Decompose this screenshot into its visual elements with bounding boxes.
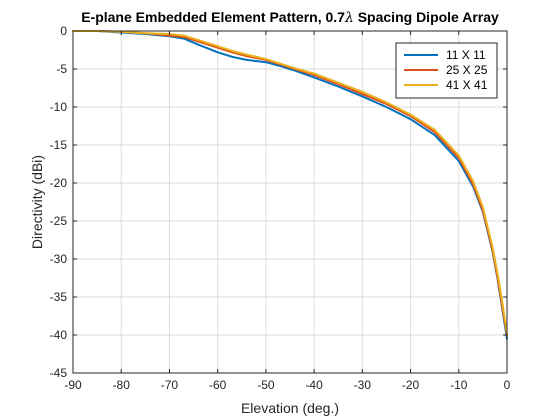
y-tick-label: -35 [50, 290, 68, 304]
x-tick-label: -40 [305, 378, 323, 392]
plot-area-border [72, 30, 508, 374]
x-tick-label: -20 [402, 378, 420, 392]
y-axis-label: Directivity (dBi) [29, 155, 45, 249]
chart-title: E-plane Embedded Element Pattern, 0.7λ S… [81, 9, 499, 26]
x-tick-label: 0 [504, 378, 511, 392]
chart-title-suffix: Spacing Dipole Array [354, 9, 499, 25]
series-line-3 [72, 30, 508, 335]
y-tick-label: -25 [50, 214, 68, 228]
legend-entry-label: 25 X 25 [446, 63, 488, 77]
x-axis-label: Elevation (deg.) [241, 400, 339, 416]
x-tick-label: -90 [64, 378, 82, 392]
y-tick-label: 0 [60, 24, 67, 38]
y-tick-label: -40 [50, 328, 68, 342]
legend-entry-label: 11 X 11 [446, 48, 486, 62]
legend-entry-label: 41 X 41 [446, 78, 488, 92]
y-tick-label: -5 [56, 62, 67, 76]
series-line-2 [72, 30, 508, 336]
y-tick-label: -20 [50, 176, 68, 190]
x-tick-label: -70 [161, 378, 179, 392]
x-tick-label: -80 [113, 378, 131, 392]
y-tick-label: -10 [50, 100, 68, 114]
x-tick-label: -60 [209, 378, 227, 392]
x-tick-label: -30 [354, 378, 372, 392]
y-tick-label: -15 [50, 138, 68, 152]
chart-title-prefix: E-plane Embedded Element Pattern, 0.7 [81, 9, 345, 25]
y-tick-label: -45 [50, 366, 68, 380]
x-tick-label: -10 [450, 378, 468, 392]
axis-ticks: -90 -80 -70 -60 -50 -40 -30 -20 -10 0 0 -5 -10 -15 -20… [50, 24, 511, 392]
x-tick-label: -50 [257, 378, 275, 392]
chart-title-symbol: λ [344, 10, 354, 26]
data-series [72, 30, 508, 340]
y-tick-label: -30 [50, 252, 68, 266]
